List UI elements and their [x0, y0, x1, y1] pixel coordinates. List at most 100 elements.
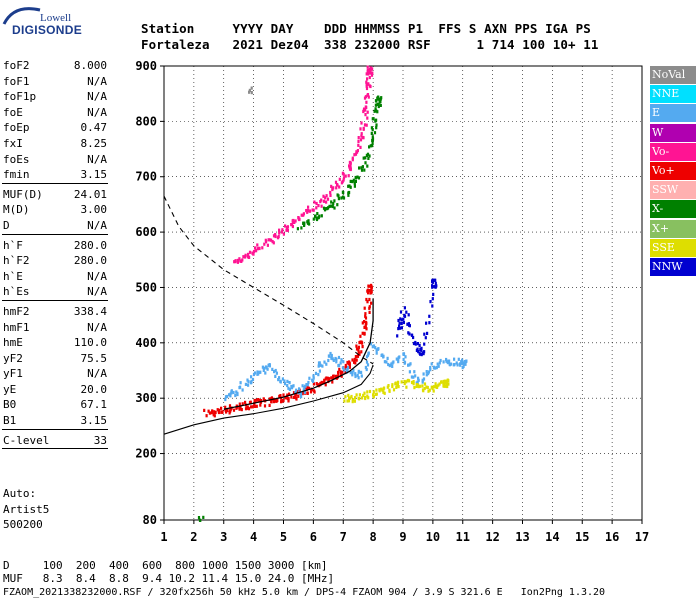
auto-program: Artist5 — [3, 502, 50, 516]
echo-point — [404, 355, 407, 359]
auto-version: 500200 — [3, 518, 43, 531]
echo-point — [371, 141, 374, 146]
echo-point — [405, 385, 408, 389]
echo-point — [456, 363, 459, 367]
echo-point — [365, 86, 369, 91]
echo-point — [302, 388, 305, 392]
echo-point — [325, 194, 328, 198]
echo-point — [239, 405, 242, 409]
echo-point — [365, 360, 369, 364]
header-values: Fortaleza 2021 Dez04 338 232000 RSF 1 71… — [141, 37, 599, 52]
echo-point — [312, 389, 316, 393]
echo-point — [241, 402, 244, 406]
echo-point — [333, 206, 336, 210]
param-row: yE 20.0 — [0, 382, 110, 398]
echo-point — [262, 397, 265, 401]
echo-point — [412, 380, 415, 384]
echo-point — [247, 380, 250, 384]
echo-point — [412, 341, 416, 346]
echo-point — [357, 348, 360, 352]
echo-point — [228, 393, 231, 397]
echo-point — [314, 371, 318, 375]
echo-point — [410, 375, 413, 379]
echo-point — [324, 196, 327, 200]
echo-point — [359, 127, 362, 131]
echo-point — [197, 516, 201, 520]
echo-point — [272, 241, 275, 245]
param-row: B0 67.1 — [0, 397, 110, 413]
echo-point — [360, 374, 363, 378]
echo-point — [248, 90, 251, 94]
echo-point — [354, 355, 357, 359]
x-tick-label: 5 — [280, 530, 287, 544]
echo-point — [295, 388, 298, 392]
echo-point — [211, 409, 214, 413]
echo-point — [430, 362, 433, 366]
echo-point — [376, 97, 379, 101]
echo-point — [354, 361, 357, 365]
echo-point — [346, 399, 349, 403]
echo-point — [362, 136, 365, 140]
echo-point — [332, 202, 335, 206]
echo-point — [342, 360, 345, 364]
echo-point — [432, 366, 436, 370]
echo-point — [371, 135, 374, 139]
echo-point — [416, 380, 419, 384]
echo-point — [354, 396, 357, 400]
param-row: foEp 0.47 — [0, 120, 110, 136]
echo-point — [270, 396, 273, 400]
echo-point — [364, 325, 367, 329]
echo-point — [403, 313, 406, 317]
param-name: h`Es — [3, 285, 30, 299]
echo-point — [375, 126, 378, 130]
echo-point — [352, 368, 355, 373]
echo-point — [346, 368, 349, 372]
echo-point — [369, 144, 372, 148]
echo-point — [357, 176, 361, 180]
echo-point — [370, 284, 373, 289]
echo-point — [432, 385, 436, 389]
param-row: h`F 280.0 — [0, 238, 110, 254]
echo-point — [252, 252, 255, 256]
echo-point — [267, 238, 270, 242]
echo-point — [312, 376, 315, 380]
echo-point — [375, 351, 378, 355]
echo-point — [412, 382, 415, 386]
param-name: B0 — [3, 398, 17, 412]
echo-point — [395, 385, 398, 389]
echo-point — [359, 138, 363, 142]
echo-point — [252, 249, 256, 254]
echo-point — [372, 395, 375, 399]
echo-point — [325, 376, 328, 380]
echo-point — [226, 408, 229, 413]
param-value: 280.0 — [73, 238, 107, 252]
param-row: fxI 8.25 — [0, 136, 110, 152]
echo-point — [392, 360, 395, 364]
echo-point — [357, 376, 360, 380]
echo-point — [255, 249, 258, 253]
echo-point — [274, 233, 277, 237]
echo-point — [355, 347, 359, 351]
legend-item-noval: NoVal — [650, 66, 696, 84]
param-name: yF2 — [3, 351, 23, 365]
param-value: N/A — [87, 152, 107, 166]
echo-point — [329, 351, 332, 356]
echo-point — [203, 408, 206, 412]
param-separator — [2, 233, 108, 238]
param-value: N/A — [87, 105, 107, 119]
echo-point — [312, 374, 315, 378]
echo-point — [320, 198, 323, 202]
echo-point — [346, 360, 349, 365]
x-tick-label: 1 — [160, 530, 167, 544]
echo-point — [431, 297, 434, 301]
echo-point — [375, 348, 378, 352]
echo-point — [358, 351, 361, 355]
echo-point — [413, 370, 416, 374]
echo-point — [327, 358, 330, 363]
echo-point — [434, 366, 437, 370]
echo-point — [214, 410, 217, 415]
echo-point — [383, 391, 386, 395]
echo-point — [418, 343, 421, 348]
echo-point — [354, 176, 357, 180]
echo-point — [361, 396, 364, 400]
